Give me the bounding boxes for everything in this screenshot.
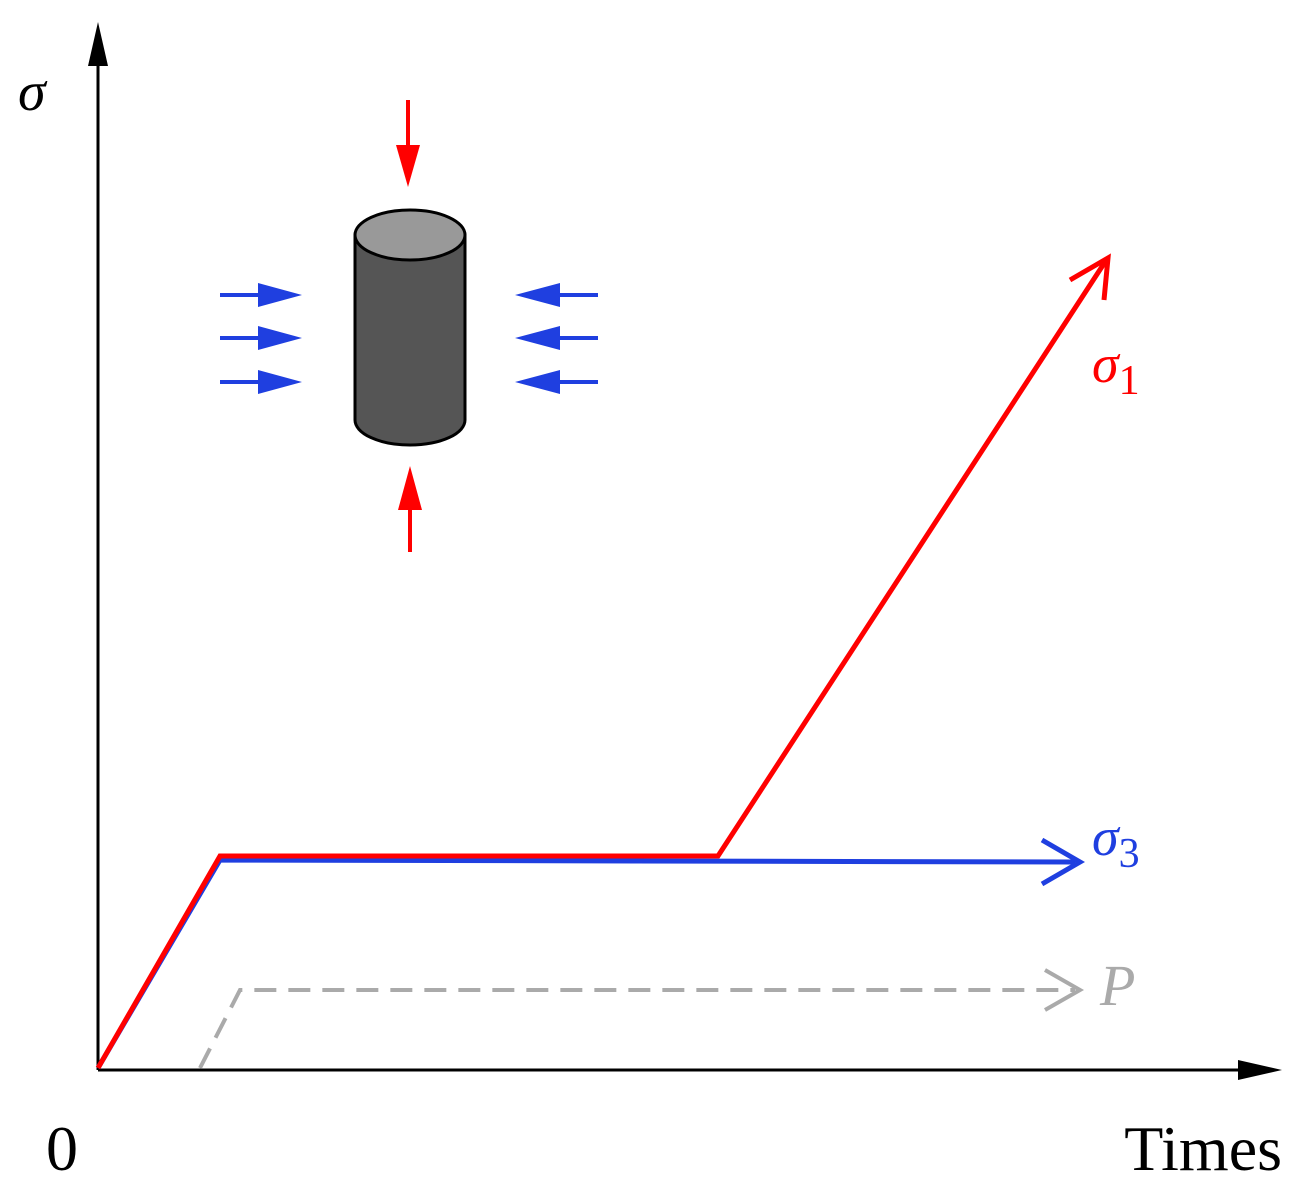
sigma3-curve <box>95 837 1085 1070</box>
specimen <box>353 208 467 447</box>
origin-label: 0 <box>46 1113 78 1184</box>
sigma1-curve <box>95 253 1111 1070</box>
confining-arrows <box>220 283 598 394</box>
sigma1-symbol: σ <box>1092 334 1121 394</box>
sigma3-label: σ3 <box>1092 807 1140 877</box>
sigma3-subscript: 3 <box>1119 831 1140 877</box>
sigma3-symbol: σ <box>1092 807 1121 867</box>
x-axis-label: Times <box>1124 1113 1282 1184</box>
y-axis-label: σ <box>18 61 48 123</box>
sigma1-label: σ1 <box>1092 334 1140 404</box>
sigma1-subscript: 1 <box>1119 358 1140 404</box>
axial-load-arrows <box>396 100 422 552</box>
p-curve <box>198 968 1085 1069</box>
axes <box>88 22 1282 1080</box>
p-label: P <box>1099 953 1135 1018</box>
